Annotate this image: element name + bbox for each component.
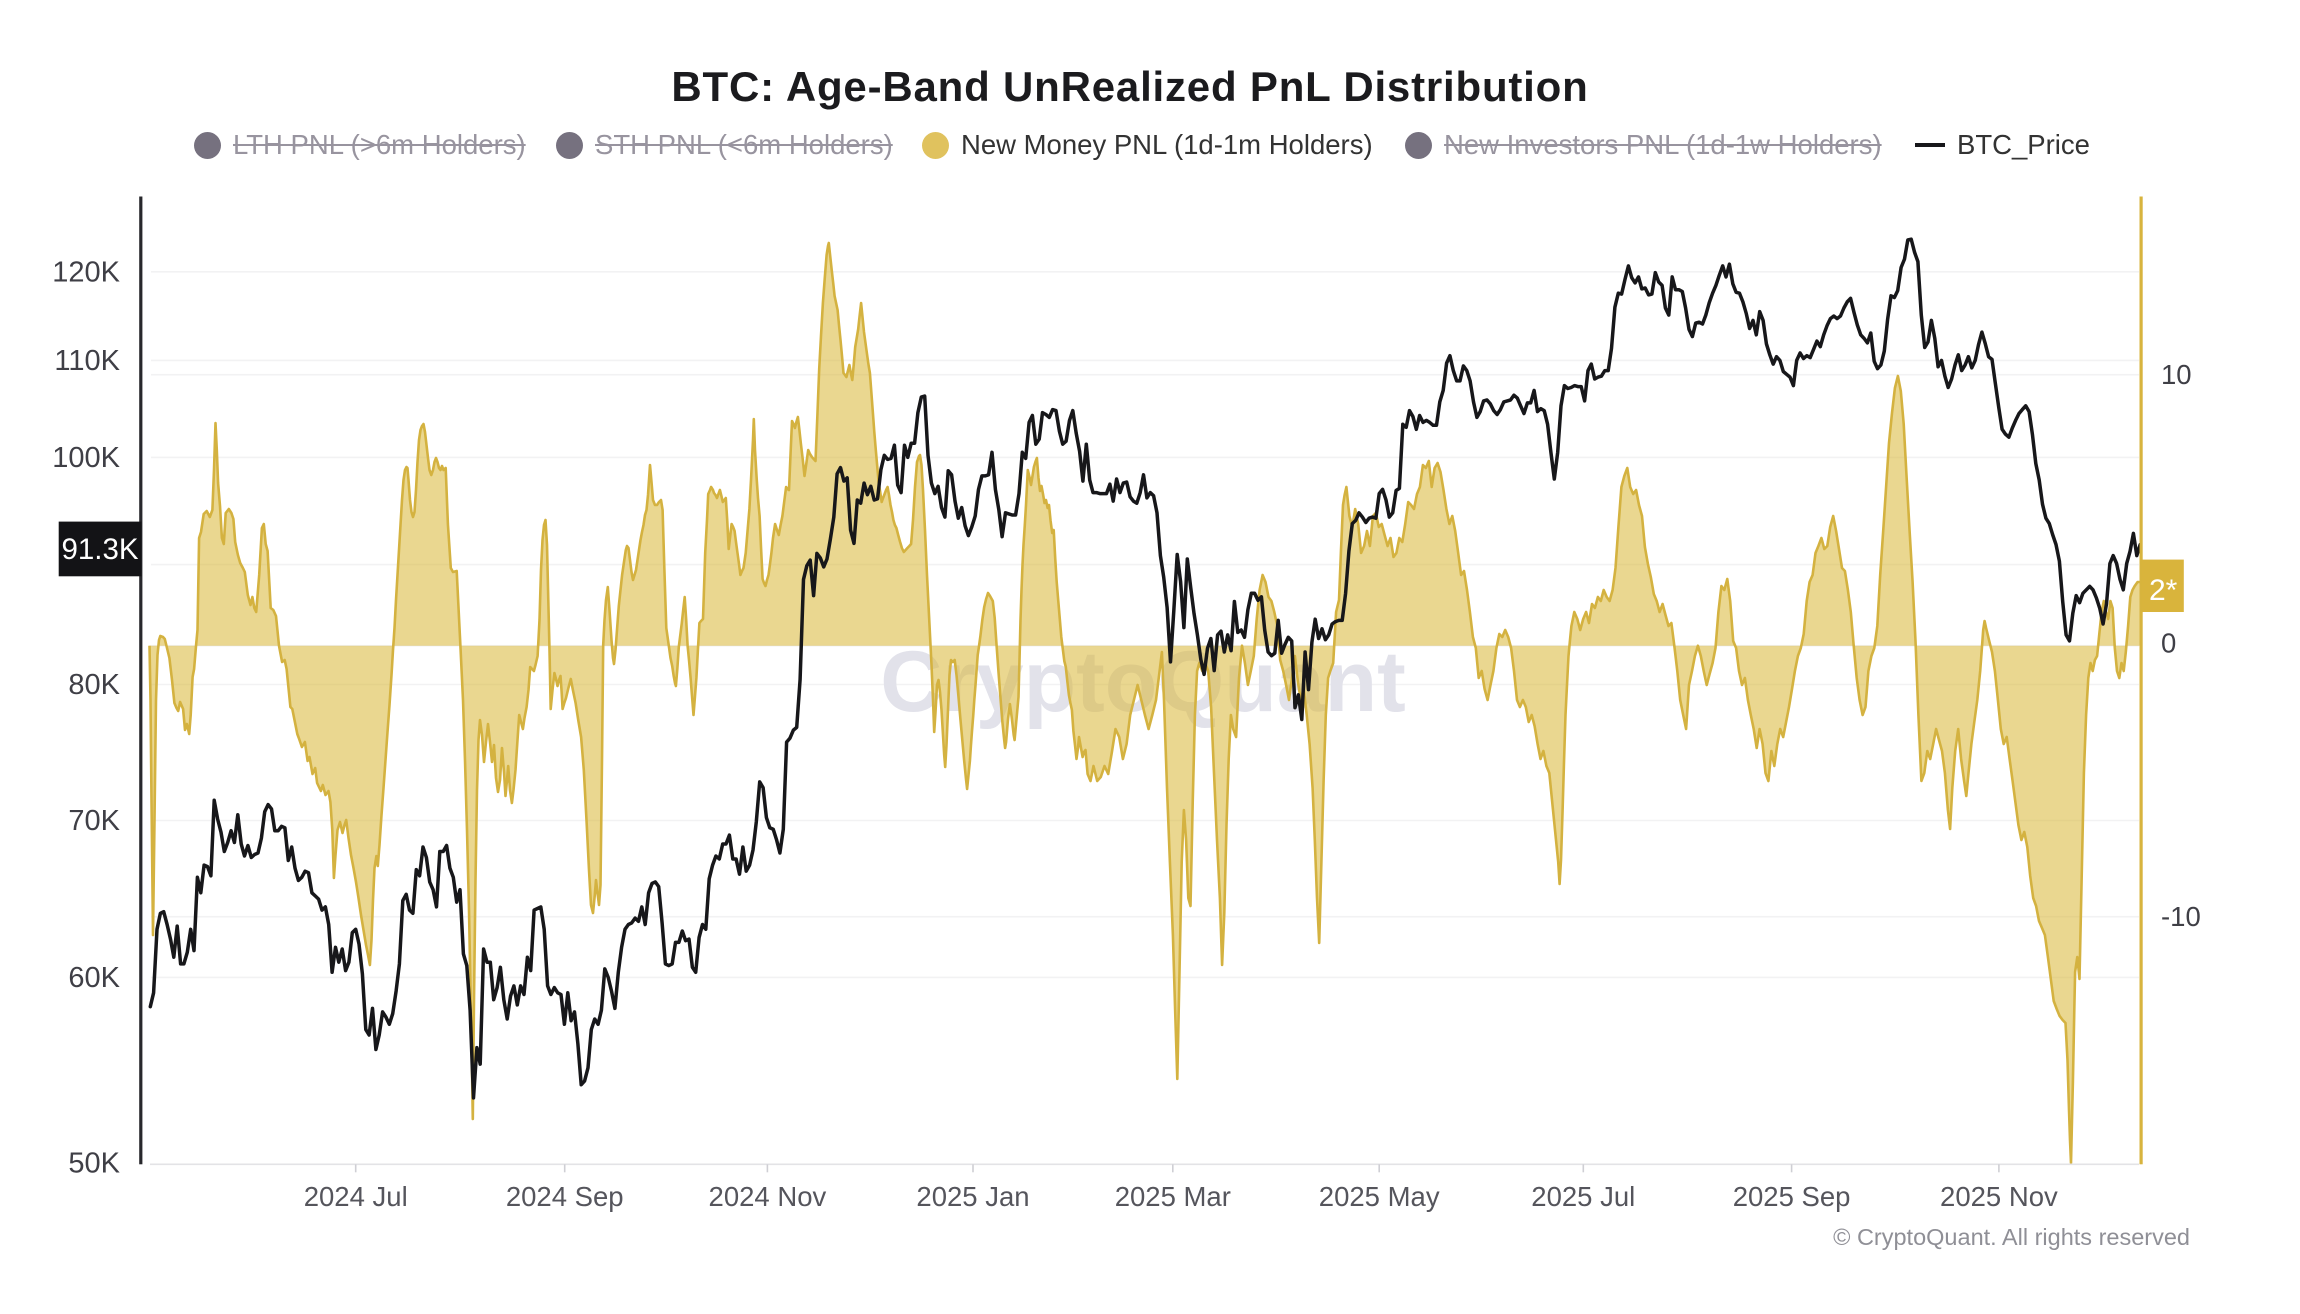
svg-text:2025 Jul: 2025 Jul: [1531, 1181, 1635, 1212]
svg-text:100K: 100K: [52, 442, 120, 474]
svg-text:2024 Jul: 2024 Jul: [304, 1181, 408, 1212]
svg-text:2024 Nov: 2024 Nov: [709, 1181, 827, 1212]
svg-text:2025 Nov: 2025 Nov: [1940, 1181, 2058, 1212]
svg-text:110K: 110K: [54, 345, 120, 377]
svg-text:2025 May: 2025 May: [1319, 1181, 1440, 1212]
svg-text:80K: 80K: [68, 669, 120, 701]
svg-text:© CryptoQuant. All rights rese: © CryptoQuant. All rights reserved: [1833, 1224, 2190, 1250]
svg-text:120K: 120K: [52, 256, 120, 288]
svg-text:2025 Mar: 2025 Mar: [1115, 1181, 1231, 1212]
svg-text:2*: 2*: [2149, 574, 2178, 607]
svg-text:2025 Sep: 2025 Sep: [1733, 1181, 1851, 1212]
svg-text:-10: -10: [2161, 901, 2201, 932]
svg-text:50K: 50K: [68, 1148, 120, 1180]
svg-text:2025 Jan: 2025 Jan: [916, 1181, 1029, 1212]
svg-text:0: 0: [2161, 628, 2176, 659]
svg-text:2024 Sep: 2024 Sep: [506, 1181, 624, 1212]
svg-text:70K: 70K: [68, 805, 120, 837]
svg-text:91.3K: 91.3K: [61, 533, 138, 566]
svg-text:60K: 60K: [68, 962, 120, 994]
svg-text:10: 10: [2161, 359, 2192, 390]
